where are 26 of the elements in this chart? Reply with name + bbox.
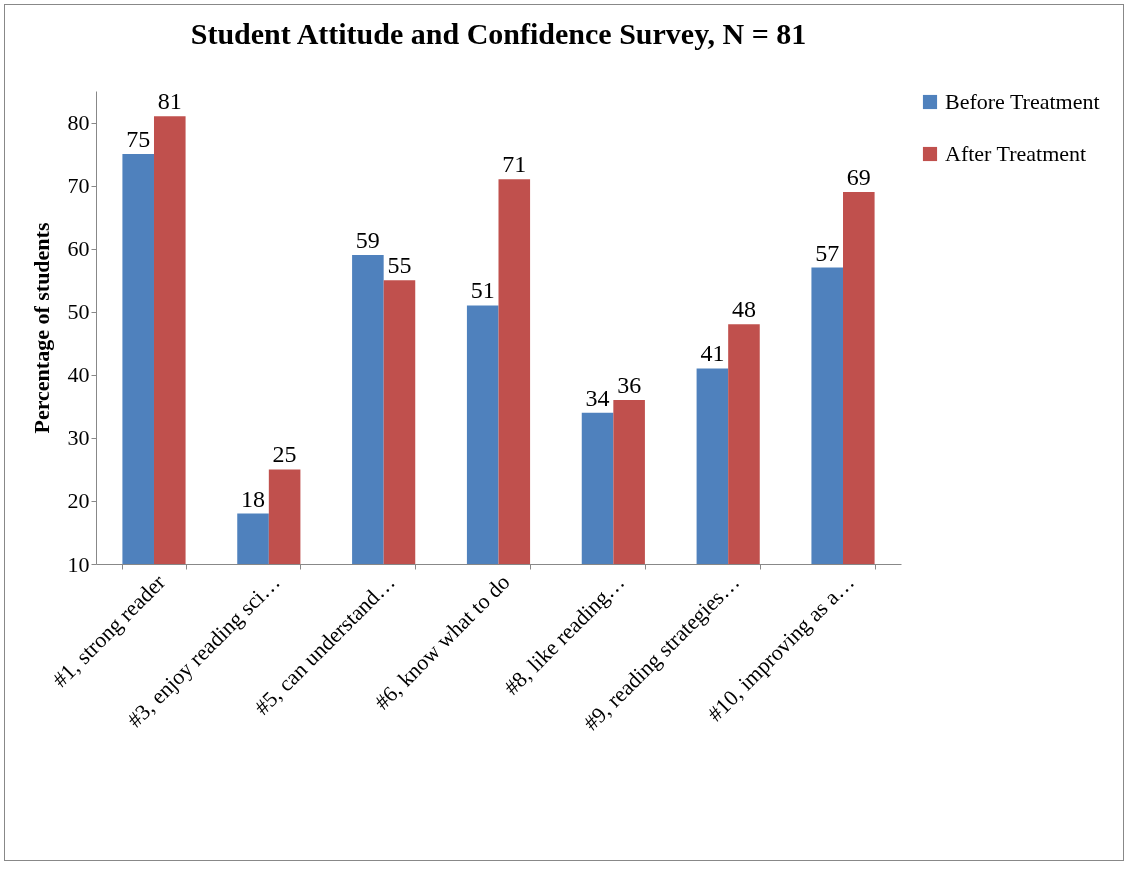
data-label: 81 bbox=[157, 88, 182, 115]
y-tick-label: 60 bbox=[67, 236, 90, 262]
data-label: 69 bbox=[846, 163, 871, 190]
data-label: 25 bbox=[272, 441, 297, 468]
y-tick-label: 70 bbox=[67, 173, 90, 199]
data-label: 34 bbox=[585, 384, 610, 411]
data-label: 36 bbox=[617, 372, 642, 399]
y-tick-label: 10 bbox=[67, 551, 90, 577]
data-label: 41 bbox=[700, 340, 725, 367]
y-tick-label: 40 bbox=[67, 362, 90, 388]
y-tick-label: 50 bbox=[67, 299, 90, 325]
data-label: 75 bbox=[126, 126, 151, 153]
legend-label: Before Treatment bbox=[945, 89, 1100, 114]
y-axis-title: Percentage of students bbox=[28, 222, 54, 434]
data-label: 55 bbox=[387, 252, 412, 279]
y-tick-label: 80 bbox=[67, 110, 90, 136]
data-label: 59 bbox=[355, 226, 380, 253]
y-tick-label: 30 bbox=[67, 425, 90, 451]
legend-label: After Treatment bbox=[945, 141, 1087, 166]
data-label: 51 bbox=[470, 277, 495, 304]
data-label: 71 bbox=[502, 151, 527, 178]
data-label: 18 bbox=[241, 485, 266, 512]
chart-title: Student Attitude and Confidence Survey, N = 81 bbox=[190, 17, 807, 51]
data-label: 57 bbox=[815, 239, 840, 266]
data-label: 48 bbox=[731, 296, 756, 323]
y-tick-label: 20 bbox=[67, 488, 90, 514]
